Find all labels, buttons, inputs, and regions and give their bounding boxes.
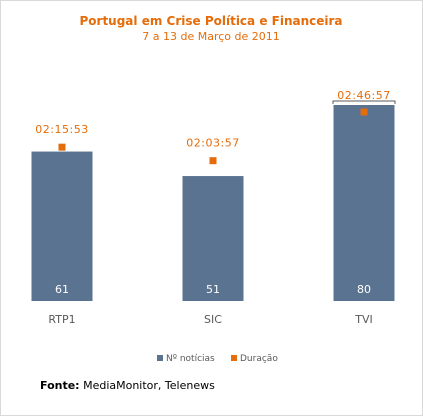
bar-value-label: 80 <box>357 283 371 296</box>
duration-marker <box>360 108 368 116</box>
source-text: MediaMonitor, Telenews <box>83 379 215 392</box>
category-label: RTP1 <box>48 313 75 326</box>
source-note: Fonte: MediaMonitor, Telenews <box>40 379 215 392</box>
duration-bracket <box>332 100 396 104</box>
duration-label: 02:03:57 <box>186 137 239 150</box>
bar-value-label: 61 <box>55 283 69 296</box>
duration-marker <box>58 143 66 151</box>
legend-label-noticias: Nº notícias <box>166 354 215 364</box>
bar-sic <box>182 176 244 301</box>
chart-subtitle: 7 a 13 de Março de 2011 <box>142 30 280 43</box>
category-label: SIC <box>204 313 222 326</box>
source-label: Fonte: <box>40 379 80 392</box>
legend-swatch-noticias <box>157 355 163 361</box>
bar-value-label: 51 <box>206 283 220 296</box>
legend: Nº notícias Duração <box>157 354 278 364</box>
legend-label-duracao: Duração <box>240 354 278 364</box>
chart-title: Portugal em Crise Política e Financeira <box>79 14 342 28</box>
bar-rtp1 <box>31 151 93 301</box>
duration-label: 02:15:53 <box>35 123 88 136</box>
legend-swatch-duracao <box>231 355 237 361</box>
category-label: TVI <box>354 313 373 326</box>
duration-label: 02:46:57 <box>337 89 390 102</box>
bar-tvi <box>333 105 395 301</box>
duration-marker <box>209 157 217 165</box>
